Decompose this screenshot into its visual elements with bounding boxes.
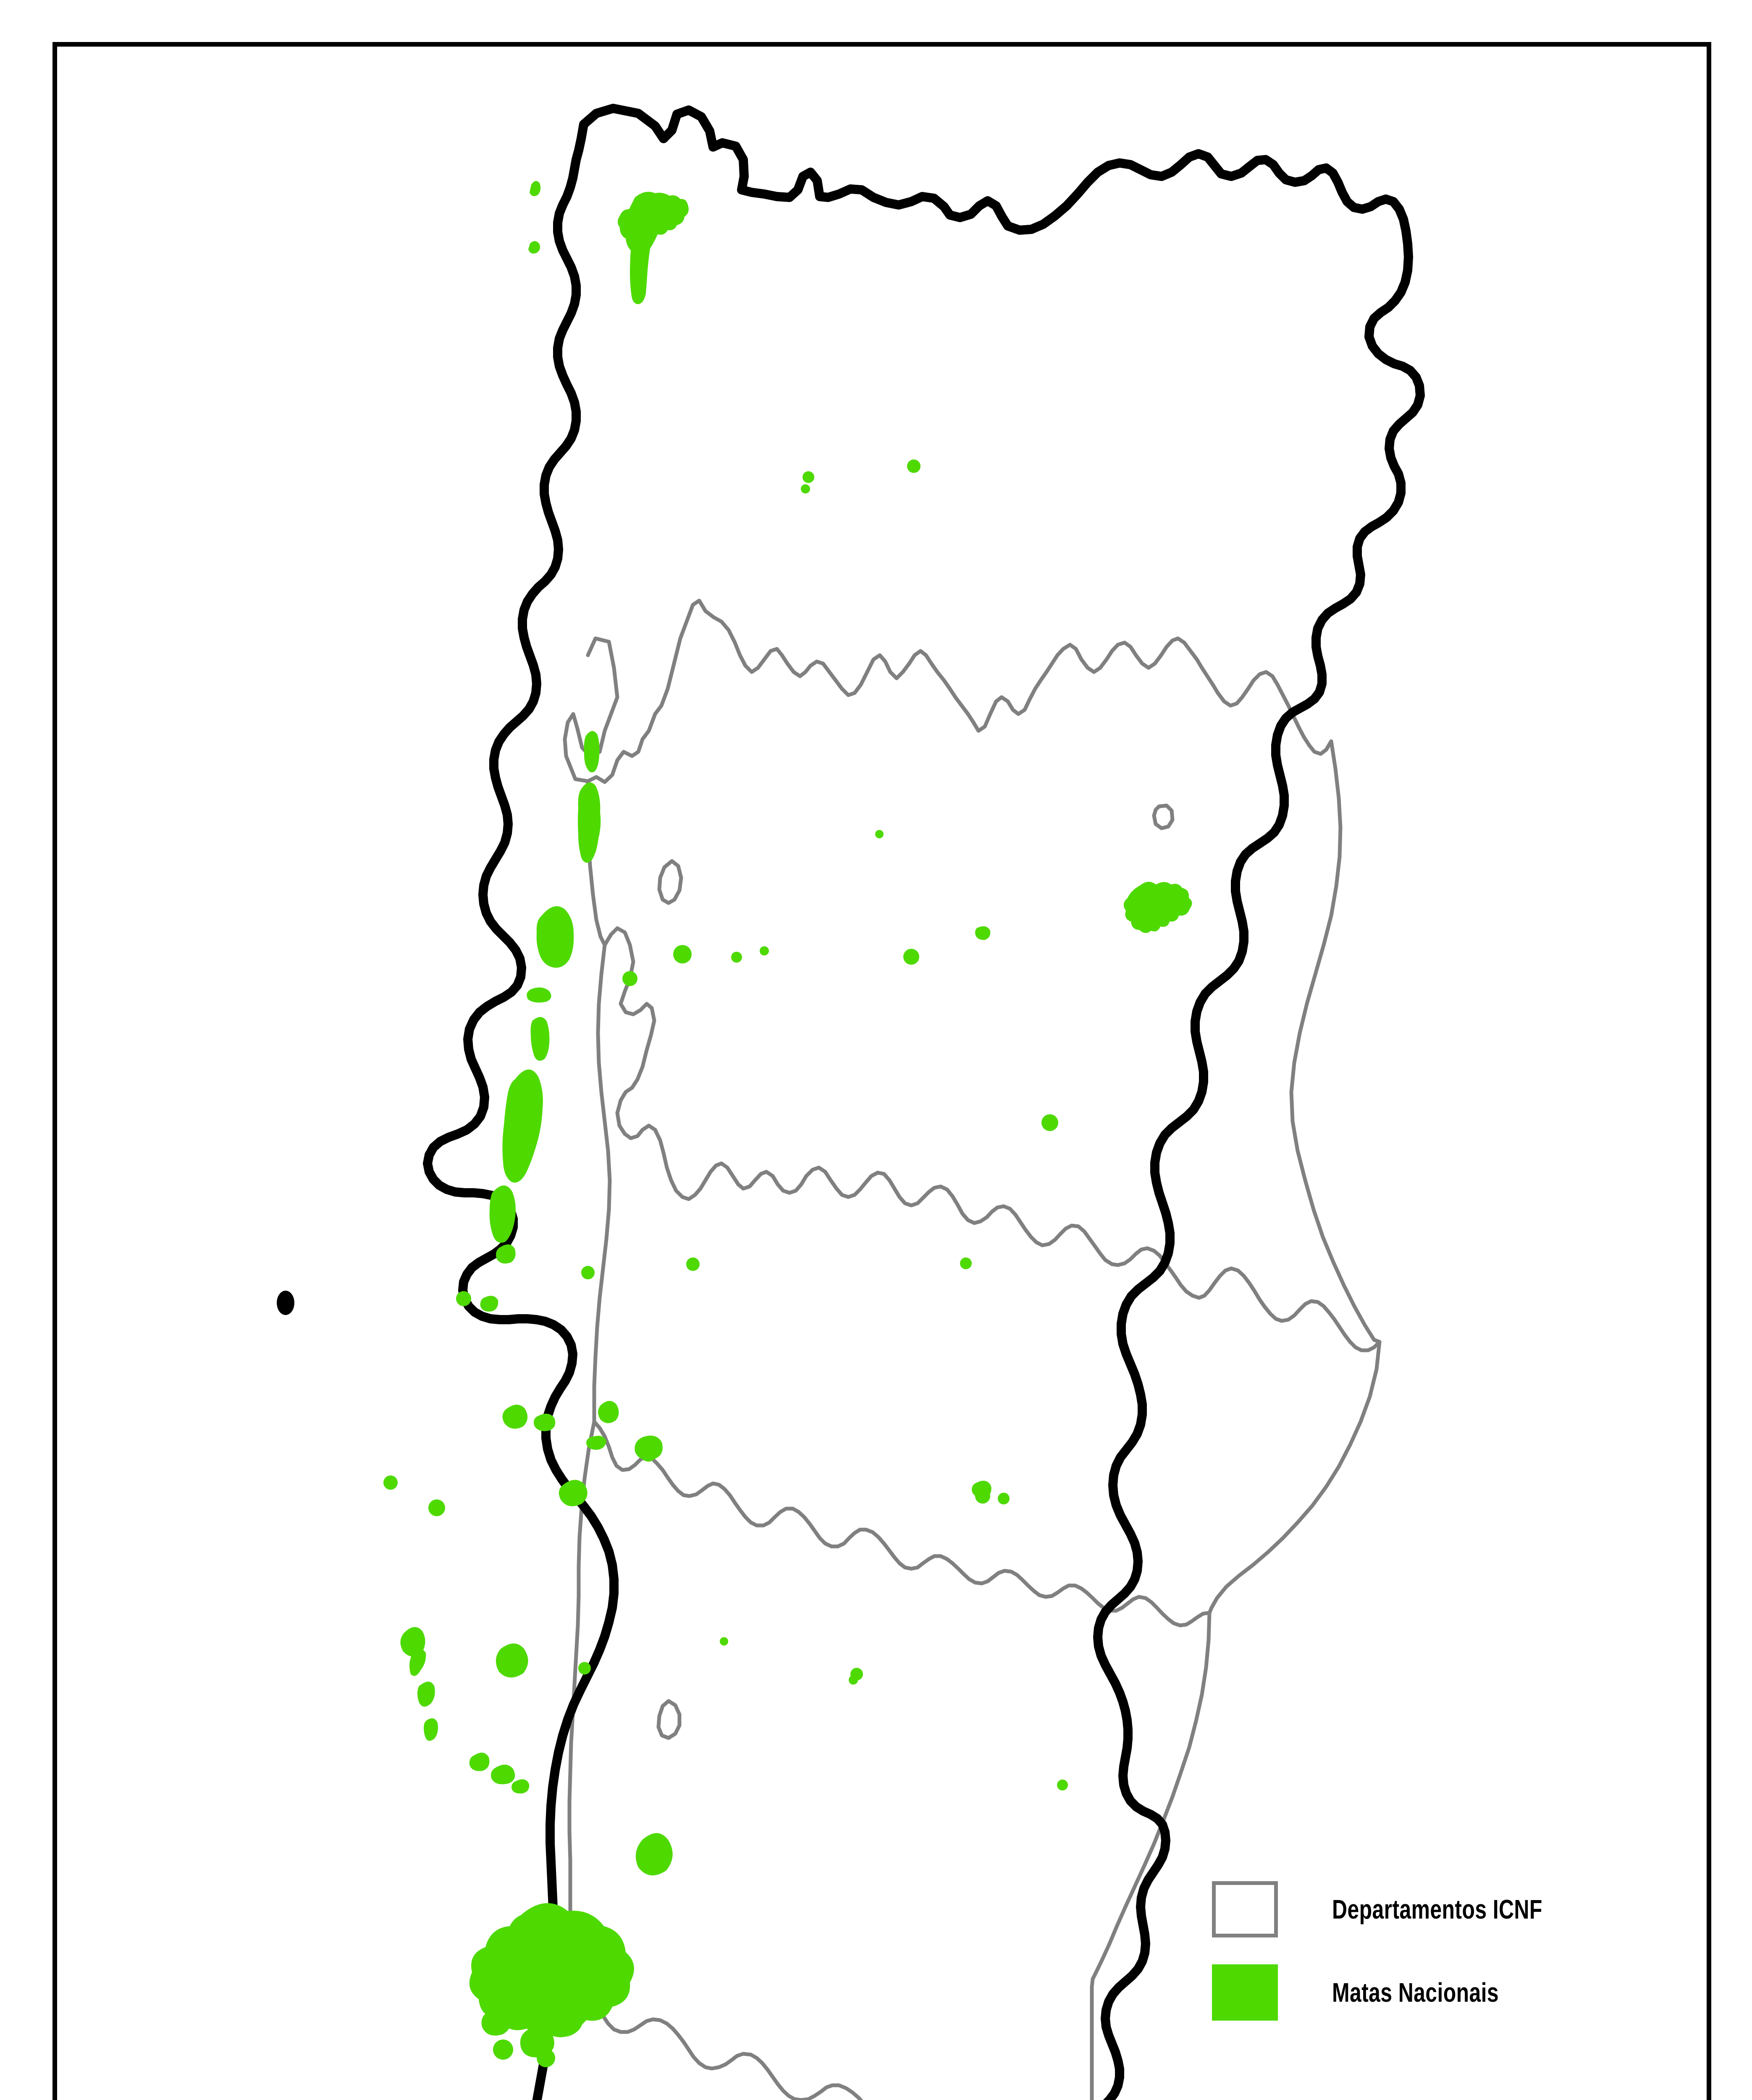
legend-label-departamentos: Departamentos ICNF bbox=[1332, 1894, 1542, 1924]
legend-row-matas[interactable]: Matas Nacionais bbox=[1212, 1959, 1632, 2026]
map-legend: Departamentos ICNF Matas Nacionais bbox=[1212, 1876, 1632, 2026]
legend-swatch-departamentos bbox=[1212, 1881, 1278, 1937]
map-frame-border bbox=[52, 42, 1711, 2100]
legend-row-departamentos[interactable]: Departamentos ICNF bbox=[1212, 1876, 1632, 1943]
legend-swatch-matas bbox=[1212, 1964, 1278, 2021]
legend-label-matas: Matas Nacionais bbox=[1332, 1977, 1499, 2008]
